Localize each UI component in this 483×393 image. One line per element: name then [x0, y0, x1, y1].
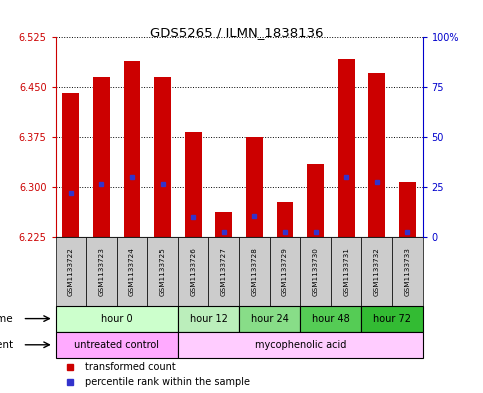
Text: GSM1133725: GSM1133725 — [159, 247, 166, 296]
Bar — [307, 164, 324, 237]
Bar — [62, 92, 79, 237]
Bar — [215, 212, 232, 237]
Text: GSM1133731: GSM1133731 — [343, 247, 349, 296]
Text: hour 12: hour 12 — [189, 314, 227, 323]
Bar — [369, 73, 385, 237]
Bar — [338, 59, 355, 237]
Text: GSM1133733: GSM1133733 — [404, 247, 411, 296]
Bar — [246, 137, 263, 237]
Bar — [361, 305, 423, 332]
Text: GSM1133728: GSM1133728 — [251, 247, 257, 296]
Text: mycophenolic acid: mycophenolic acid — [255, 340, 346, 350]
Bar — [277, 202, 293, 237]
Text: hour 24: hour 24 — [251, 314, 289, 323]
Text: time: time — [0, 314, 14, 323]
Text: hour 72: hour 72 — [373, 314, 411, 323]
Bar — [56, 237, 86, 305]
Text: hour 0: hour 0 — [101, 314, 132, 323]
Text: percentile rank within the sample: percentile rank within the sample — [85, 377, 250, 387]
Bar — [124, 61, 141, 237]
Text: GSM1133723: GSM1133723 — [99, 247, 104, 296]
Bar — [361, 237, 392, 305]
Text: GSM1133729: GSM1133729 — [282, 247, 288, 296]
Text: agent: agent — [0, 340, 14, 350]
Bar — [239, 305, 300, 332]
Text: GSM1133724: GSM1133724 — [129, 247, 135, 296]
Bar — [392, 237, 423, 305]
Text: GSM1133722: GSM1133722 — [68, 247, 74, 296]
Text: GSM1133726: GSM1133726 — [190, 247, 196, 296]
Text: transformed count: transformed count — [85, 362, 176, 372]
Bar — [300, 305, 361, 332]
Bar — [270, 237, 300, 305]
Bar — [300, 237, 331, 305]
Bar — [147, 237, 178, 305]
Bar — [178, 237, 209, 305]
Text: hour 48: hour 48 — [312, 314, 350, 323]
Bar — [56, 305, 178, 332]
Bar — [399, 182, 416, 237]
Bar — [185, 132, 201, 237]
Bar — [178, 305, 239, 332]
Bar — [117, 237, 147, 305]
Text: GSM1133730: GSM1133730 — [313, 247, 319, 296]
Text: untreated control: untreated control — [74, 340, 159, 350]
Bar — [209, 237, 239, 305]
Bar — [93, 77, 110, 237]
Bar — [239, 237, 270, 305]
Bar — [178, 332, 423, 358]
Text: GDS5265 / ILMN_1838136: GDS5265 / ILMN_1838136 — [150, 26, 324, 39]
Bar — [56, 332, 178, 358]
Bar — [86, 237, 117, 305]
Text: GSM1133732: GSM1133732 — [374, 247, 380, 296]
Bar — [331, 237, 361, 305]
Text: GSM1133727: GSM1133727 — [221, 247, 227, 296]
Bar — [154, 77, 171, 237]
